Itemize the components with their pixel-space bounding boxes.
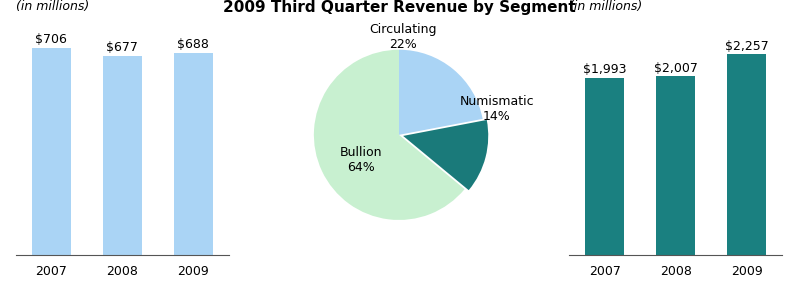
Text: $677: $677 — [106, 41, 138, 54]
Text: Bullion
64%: Bullion 64% — [339, 146, 382, 174]
Bar — [656, 76, 695, 255]
Wedge shape — [403, 120, 488, 190]
Text: Circulating
22%: Circulating 22% — [369, 23, 437, 51]
Bar — [174, 53, 213, 255]
Text: $2,007: $2,007 — [654, 62, 697, 75]
Wedge shape — [314, 50, 464, 220]
Text: (in millions): (in millions) — [16, 0, 89, 13]
Bar — [727, 54, 766, 255]
Text: (in millions): (in millions) — [569, 0, 642, 13]
Text: $1,993: $1,993 — [583, 63, 626, 76]
Text: $706: $706 — [35, 32, 67, 46]
Title: 2009 Third Quarter Revenue by Segment: 2009 Third Quarter Revenue by Segment — [223, 0, 575, 15]
Text: $688: $688 — [177, 38, 209, 51]
Bar — [585, 77, 624, 255]
Bar — [32, 48, 71, 255]
Text: Numismatic
14%: Numismatic 14% — [460, 95, 534, 123]
Bar — [103, 57, 142, 255]
Wedge shape — [399, 50, 483, 135]
Text: $2,257: $2,257 — [725, 40, 768, 53]
